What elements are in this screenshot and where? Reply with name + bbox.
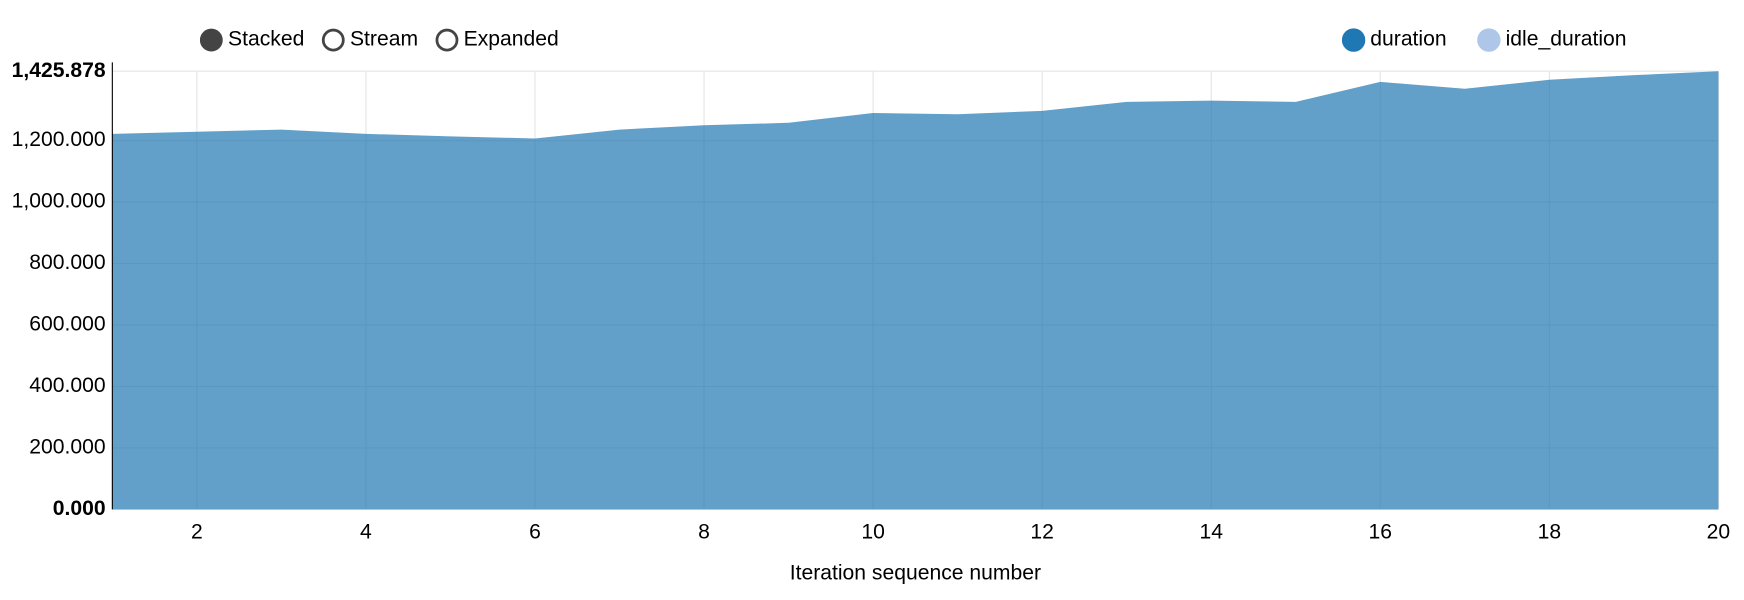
legend-item[interactable]: idle_duration: [1477, 28, 1627, 52]
x-tick-label: 12: [1030, 520, 1054, 543]
y-tick-label: 0.000: [53, 497, 106, 520]
legend-dot[interactable]: [1341, 28, 1366, 52]
legend-label[interactable]: idle_duration: [1506, 28, 1627, 51]
x-tick-label: 6: [529, 520, 541, 543]
y-tick-label: 1,000.000: [12, 190, 106, 213]
legend-dot[interactable]: [1477, 28, 1501, 52]
control[interactable]: Stream: [321, 28, 418, 52]
control-dot[interactable]: [435, 28, 459, 52]
x-axis-label: Iteration sequence number: [790, 562, 1041, 585]
legend-label[interactable]: duration: [1370, 28, 1446, 51]
y-tick-label: 600.000: [29, 313, 105, 336]
legend-item[interactable]: duration: [1341, 28, 1447, 52]
y-tick-label: 800.000: [29, 251, 105, 274]
control-dot[interactable]: [321, 28, 345, 52]
control-label[interactable]: Expanded: [464, 28, 559, 51]
x-tick-label: 10: [861, 520, 885, 543]
y-tick-label: 1,425.878: [12, 59, 106, 82]
x-tick-label: 2: [191, 520, 203, 543]
x-tick-label: 20: [1707, 520, 1731, 543]
area: [112, 71, 1719, 510]
x-tick-label: 18: [1538, 520, 1562, 543]
y-tick-label: 400.000: [29, 374, 105, 397]
x-tick-label: 14: [1199, 520, 1223, 543]
x-tick-label: 8: [698, 520, 710, 543]
x-tick-label: 16: [1369, 520, 1393, 543]
control-dot[interactable]: [199, 28, 223, 52]
control[interactable]: Expanded: [435, 28, 559, 52]
control-label[interactable]: Stacked: [228, 28, 304, 51]
x-tick-label: 4: [360, 520, 372, 543]
control-label[interactable]: Stream: [350, 28, 418, 51]
y-tick-label: 1,200.000: [12, 128, 106, 151]
control[interactable]: Stacked: [199, 28, 304, 52]
y-tick-label: 200.000: [29, 436, 105, 459]
